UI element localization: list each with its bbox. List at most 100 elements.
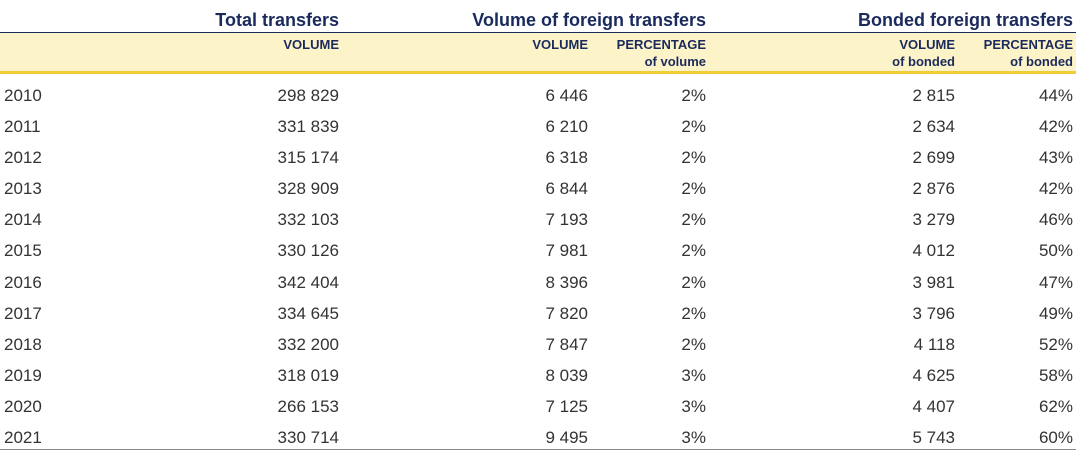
year-cell: 2010: [4, 86, 42, 105]
bonded-volume-cell: 2 634: [912, 117, 955, 137]
bonded-volume-cell: 4 625: [912, 365, 955, 385]
foreign-volume-cell: 8 396: [545, 272, 588, 292]
foreign-percentage-cell: 2%: [681, 334, 706, 354]
total-volume-cell: 332 200: [277, 334, 339, 354]
subheader-bonded-volume-line1: VOLUME: [899, 37, 955, 52]
bonded-volume-cell: 4 012: [912, 241, 955, 261]
table-row: 2019 318 019 8 039 3% 4 625 58%: [0, 359, 1076, 390]
total-volume-cell: 318 019: [277, 365, 339, 385]
year-cell: 2014: [4, 210, 42, 230]
bonded-percentage-cell: 42%: [1038, 179, 1073, 199]
column-subheader-band: VOLUME VOLUME PERCENTAGE of volume VOLUM…: [0, 32, 1076, 74]
bonded-volume-cell: 5 743: [912, 428, 955, 448]
header-volume-foreign-transfers: Volume of foreign transfers: [472, 10, 706, 30]
subheader-foreign-percentage: PERCENTAGE of volume: [617, 36, 706, 70]
year-cell: 2018: [4, 334, 42, 354]
subheader-total-volume-label: VOLUME: [283, 37, 339, 52]
foreign-volume-cell: 7 847: [545, 334, 588, 354]
foreign-percentage-cell: 2%: [681, 241, 706, 261]
year-cell: 2021: [4, 428, 42, 448]
total-volume-cell: 315 174: [277, 148, 339, 168]
subheader-foreign-percentage-line2: of volume: [644, 54, 706, 69]
subheader-bonded-percentage-line2: of bonded: [1010, 54, 1073, 69]
bonded-volume-cell: 3 279: [912, 210, 955, 230]
year-cell: 2015: [4, 241, 42, 261]
bonded-volume-cell: 2 699: [912, 148, 955, 168]
year-cell: 2020: [4, 396, 42, 416]
total-volume-cell: 330 714: [277, 428, 339, 448]
subheader-foreign-volume: VOLUME: [532, 36, 588, 53]
subheader-foreign-percentage-line1: PERCENTAGE: [616, 37, 706, 52]
table-row: 2020 266 153 7 125 3% 4 407 62%: [0, 390, 1076, 421]
total-volume-cell: 331 839: [277, 117, 339, 137]
foreign-percentage-cell: 2%: [681, 86, 706, 105]
total-volume-cell: 266 153: [277, 396, 339, 416]
table-row: 2015 330 126 7 981 2% 4 012 50%: [0, 234, 1076, 265]
table-body: 2010 298 829 6 446 2% 2 815 44% 2011 331 839 6 2…: [0, 79, 1076, 452]
total-volume-cell: 342 404: [277, 272, 339, 292]
table-row: 2017 334 645 7 820 2% 3 796 49%: [0, 297, 1076, 328]
table-row: 2010 298 829 6 446 2% 2 815 44%: [0, 79, 1076, 110]
table-row: 2014 332 103 7 193 2% 3 279 46%: [0, 203, 1076, 234]
bonded-percentage-cell: 44%: [1038, 86, 1073, 105]
foreign-volume-cell: 7 193: [545, 210, 588, 230]
table-row: 2021 330 714 9 495 3% 5 743 60%: [0, 421, 1076, 452]
bonded-percentage-cell: 47%: [1038, 272, 1073, 292]
foreign-percentage-cell: 2%: [681, 148, 706, 168]
foreign-percentage-cell: 2%: [681, 179, 706, 199]
total-volume-cell: 328 909: [277, 179, 339, 199]
bonded-volume-cell: 2 815: [912, 86, 955, 105]
bonded-volume-cell: 3 796: [912, 303, 955, 323]
total-volume-cell: 330 126: [277, 241, 339, 261]
total-volume-cell: 298 829: [277, 86, 339, 105]
subheader-bonded-percentage-line1: PERCENTAGE: [983, 37, 1073, 52]
bonded-percentage-cell: 46%: [1038, 210, 1073, 230]
foreign-volume-cell: 6 446: [545, 86, 588, 105]
subheader-bonded-percentage: PERCENTAGE of bonded: [984, 36, 1073, 70]
bonded-volume-cell: 2 876: [912, 179, 955, 199]
bonded-percentage-cell: 58%: [1038, 365, 1073, 385]
year-cell: 2019: [4, 365, 42, 385]
year-cell: 2012: [4, 148, 42, 168]
bonded-volume-cell: 4 407: [912, 396, 955, 416]
header-total-transfers: Total transfers: [215, 10, 339, 30]
total-volume-cell: 332 103: [277, 210, 339, 230]
bonded-percentage-cell: 52%: [1038, 334, 1073, 354]
foreign-percentage-cell: 2%: [681, 272, 706, 292]
year-cell: 2016: [4, 272, 42, 292]
bonded-volume-cell: 3 981: [912, 272, 955, 292]
bonded-percentage-cell: 43%: [1038, 148, 1073, 168]
foreign-volume-cell: 6 318: [545, 148, 588, 168]
foreign-volume-cell: 9 495: [545, 428, 588, 448]
foreign-percentage-cell: 2%: [681, 210, 706, 230]
foreign-percentage-cell: 2%: [681, 303, 706, 323]
bonded-percentage-cell: 42%: [1038, 117, 1073, 137]
foreign-percentage-cell: 3%: [681, 365, 706, 385]
table-row: 2011 331 839 6 210 2% 2 634 42%: [0, 110, 1076, 141]
bonded-percentage-cell: 60%: [1038, 428, 1073, 448]
table-row: 2016 342 404 8 396 2% 3 981 47%: [0, 266, 1076, 297]
subheader-bonded-volume: VOLUME of bonded: [892, 36, 955, 70]
total-volume-cell: 334 645: [277, 303, 339, 323]
bonded-percentage-cell: 50%: [1038, 241, 1073, 261]
foreign-percentage-cell: 3%: [681, 396, 706, 416]
foreign-volume-cell: 6 210: [545, 117, 588, 137]
foreign-volume-cell: 6 844: [545, 179, 588, 199]
bonded-percentage-cell: 62%: [1038, 396, 1073, 416]
table-row: 2018 332 200 7 847 2% 4 118 52%: [0, 328, 1076, 359]
foreign-percentage-cell: 2%: [681, 117, 706, 137]
table-row: 2013 328 909 6 844 2% 2 876 42%: [0, 172, 1076, 203]
foreign-volume-cell: 7 981: [545, 241, 588, 261]
foreign-percentage-cell: 3%: [681, 428, 706, 448]
table-bottom-rule: [0, 449, 1076, 450]
foreign-volume-cell: 7 125: [545, 396, 588, 416]
subheader-total-volume: VOLUME: [283, 36, 339, 53]
bonded-percentage-cell: 49%: [1038, 303, 1073, 323]
year-cell: 2011: [4, 117, 41, 137]
header-bonded-foreign-transfers: Bonded foreign transfers: [857, 10, 1073, 30]
foreign-volume-cell: 7 820: [545, 303, 588, 323]
bonded-volume-cell: 4 118: [913, 334, 955, 354]
subheader-foreign-volume-label: VOLUME: [532, 37, 588, 52]
year-cell: 2017: [4, 303, 42, 323]
